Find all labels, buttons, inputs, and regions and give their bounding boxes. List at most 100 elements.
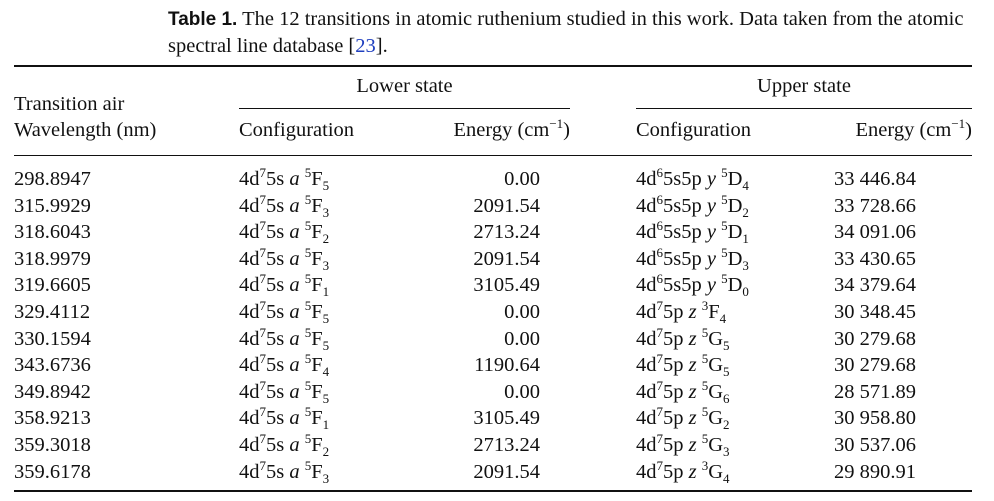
- lc-config-mid: 5s: [266, 460, 285, 483]
- lower-energy-cell: 0.00: [504, 301, 540, 323]
- uc-config-base: 4d: [636, 221, 657, 244]
- uc-term-multiplicity: 5: [701, 431, 709, 446]
- wavelength-cell: 349.8942: [14, 380, 91, 403]
- lower-energy-cell: 2091.54: [473, 460, 540, 483]
- lc-term-j: 3: [322, 204, 330, 220]
- uc-term-letter: y: [706, 247, 716, 270]
- lc-term-multiplicity: 5: [304, 298, 312, 313]
- lc-configuration: 4d75s a 5F1: [239, 272, 329, 298]
- lower-configuration-cell: 4d75s a 5F2: [239, 218, 329, 245]
- lc-term-j: 2: [322, 444, 330, 459]
- header-lower-energy: Energy (cm−1): [453, 116, 571, 141]
- lc-config-mid: 5s: [266, 168, 285, 190]
- upper-state-rule: [636, 108, 972, 109]
- lc-term-multiplicity: 5: [304, 431, 312, 446]
- lc-term-symbol: F: [311, 380, 323, 403]
- lc-term-j: 5: [322, 178, 330, 193]
- uc-configuration: 4d65s5p y 5D3: [636, 244, 749, 272]
- lower-configuration-cell: 4d75s a 5F5: [239, 326, 329, 352]
- uc-term-letter: z: [688, 354, 697, 377]
- uc-term-j: 1: [742, 231, 749, 247]
- uc-configuration: 4d75p z 5G6: [636, 379, 730, 405]
- uc-config-mid: 5p: [663, 434, 684, 456]
- header-upper-state: Upper state: [757, 75, 851, 97]
- uc-config-mid: 5s5p: [663, 221, 702, 244]
- uc-config-exp: 7: [656, 324, 664, 340]
- citation-link[interactable]: 23: [355, 35, 376, 57]
- lc-config-mid: 5s: [266, 274, 285, 297]
- lc-configuration: 4d75s a 5F3: [239, 193, 330, 220]
- caption-label: Table 1.: [168, 9, 238, 30]
- wavelength-cell: 318.9979: [14, 247, 91, 270]
- upper-energy-cell: 33 430.65: [834, 247, 916, 270]
- uc-config-exp: 7: [656, 351, 664, 367]
- lc-config-base: 4d: [239, 327, 260, 350]
- lc-config-base: 4d: [239, 407, 260, 430]
- lc-config-base: 4d: [239, 274, 260, 297]
- lc-term-letter: a: [289, 221, 300, 244]
- lc-configuration: 4d75s a 5F3: [239, 457, 330, 486]
- header-upper-energy: Energy (cm−1): [855, 116, 973, 141]
- uc-term-letter: z: [688, 460, 697, 483]
- lower-energy-cell: 2091.54: [473, 194, 540, 217]
- uc-config-exp: 6: [656, 218, 664, 234]
- lc-term-multiplicity: 5: [304, 351, 312, 367]
- lc-config-base: 4d: [239, 354, 260, 377]
- lc-config-mid: 5s: [266, 407, 285, 430]
- uc-config-mid: 5p: [663, 327, 684, 350]
- lower-configuration-cell: 4d75s a 5F5: [239, 165, 330, 193]
- lc-term-j: 5: [322, 390, 330, 406]
- lc-config-exp: 7: [259, 431, 267, 446]
- lower-energy-cell: 3105.49: [473, 274, 540, 297]
- lc-term-multiplicity: 5: [304, 218, 312, 234]
- uc-term-multiplicity: 3: [701, 457, 709, 473]
- lower-energy-cell: 2091.54: [473, 247, 540, 270]
- lc-term-j: 3: [322, 470, 330, 486]
- lc-config-exp: 7: [259, 165, 267, 180]
- uc-configuration: 4d65s5p y 5D0: [636, 271, 749, 298]
- upper-configuration-cell: 4d75p z 5G5: [636, 351, 730, 378]
- wavelength-cell: 298.8947: [14, 168, 91, 190]
- lc-term-letter: a: [289, 194, 300, 217]
- uc-config-base: 4d: [636, 407, 657, 430]
- uc-configuration: 4d75p z 3G4: [636, 457, 730, 485]
- lc-term-multiplicity: 5: [304, 377, 312, 393]
- lc-term-symbol: F: [311, 247, 323, 270]
- uc-config-exp: 7: [656, 431, 664, 446]
- lc-term-symbol: F: [311, 327, 323, 350]
- upper-energy-cell: 30 348.45: [834, 301, 916, 323]
- upper-configuration-cell: 4d65s5p y 5D3: [636, 244, 749, 272]
- uc-configuration: 4d65s5p y 5D4: [636, 165, 749, 192]
- lc-term-j: 4: [322, 364, 330, 380]
- upper-energy-cell: 30 958.80: [834, 407, 916, 430]
- uc-term-letter: y: [706, 168, 716, 190]
- lc-term-letter: a: [289, 274, 300, 297]
- lc-term-multiplicity: 5: [304, 244, 312, 260]
- lower-energy-cell: 0.00: [504, 327, 540, 350]
- upper-energy-cell: 30 537.06: [834, 434, 916, 456]
- lc-config-base: 4d: [239, 434, 260, 456]
- wavelength-cell: 329.4112: [14, 301, 91, 323]
- uc-config-base: 4d: [636, 460, 657, 483]
- uc-term-multiplicity: 5: [721, 244, 728, 260]
- lc-config-exp: 7: [259, 457, 267, 473]
- header-transition-line2: Wavelength (nm): [14, 119, 157, 141]
- uc-configuration: 4d65s5p y 5D2: [636, 193, 749, 219]
- uc-config-exp: 6: [656, 271, 664, 287]
- lower-energy-cell: 3105.49: [473, 407, 540, 430]
- lc-config-base: 4d: [239, 194, 260, 217]
- uc-term-symbol: F: [708, 301, 720, 323]
- uc-term-symbol: D: [727, 274, 743, 297]
- upper-energy-cell: 33 446.84: [834, 168, 916, 190]
- uc-config-base: 4d: [636, 301, 657, 323]
- uc-config-exp: 6: [656, 244, 664, 260]
- uc-config-base: 4d: [636, 168, 657, 190]
- uc-configuration: 4d75p z 5G5: [636, 351, 730, 378]
- lower-configuration-cell: 4d75s a 5F5: [239, 377, 330, 406]
- uc-configuration: 4d75p z 5G3: [636, 431, 730, 458]
- uc-config-exp: 6: [656, 165, 664, 180]
- uc-term-multiplicity: 5: [701, 351, 709, 367]
- uc-term-letter: z: [688, 301, 697, 323]
- upper-configuration-cell: 4d65s5p y 5D1: [636, 218, 749, 247]
- lc-term-symbol: F: [311, 194, 323, 217]
